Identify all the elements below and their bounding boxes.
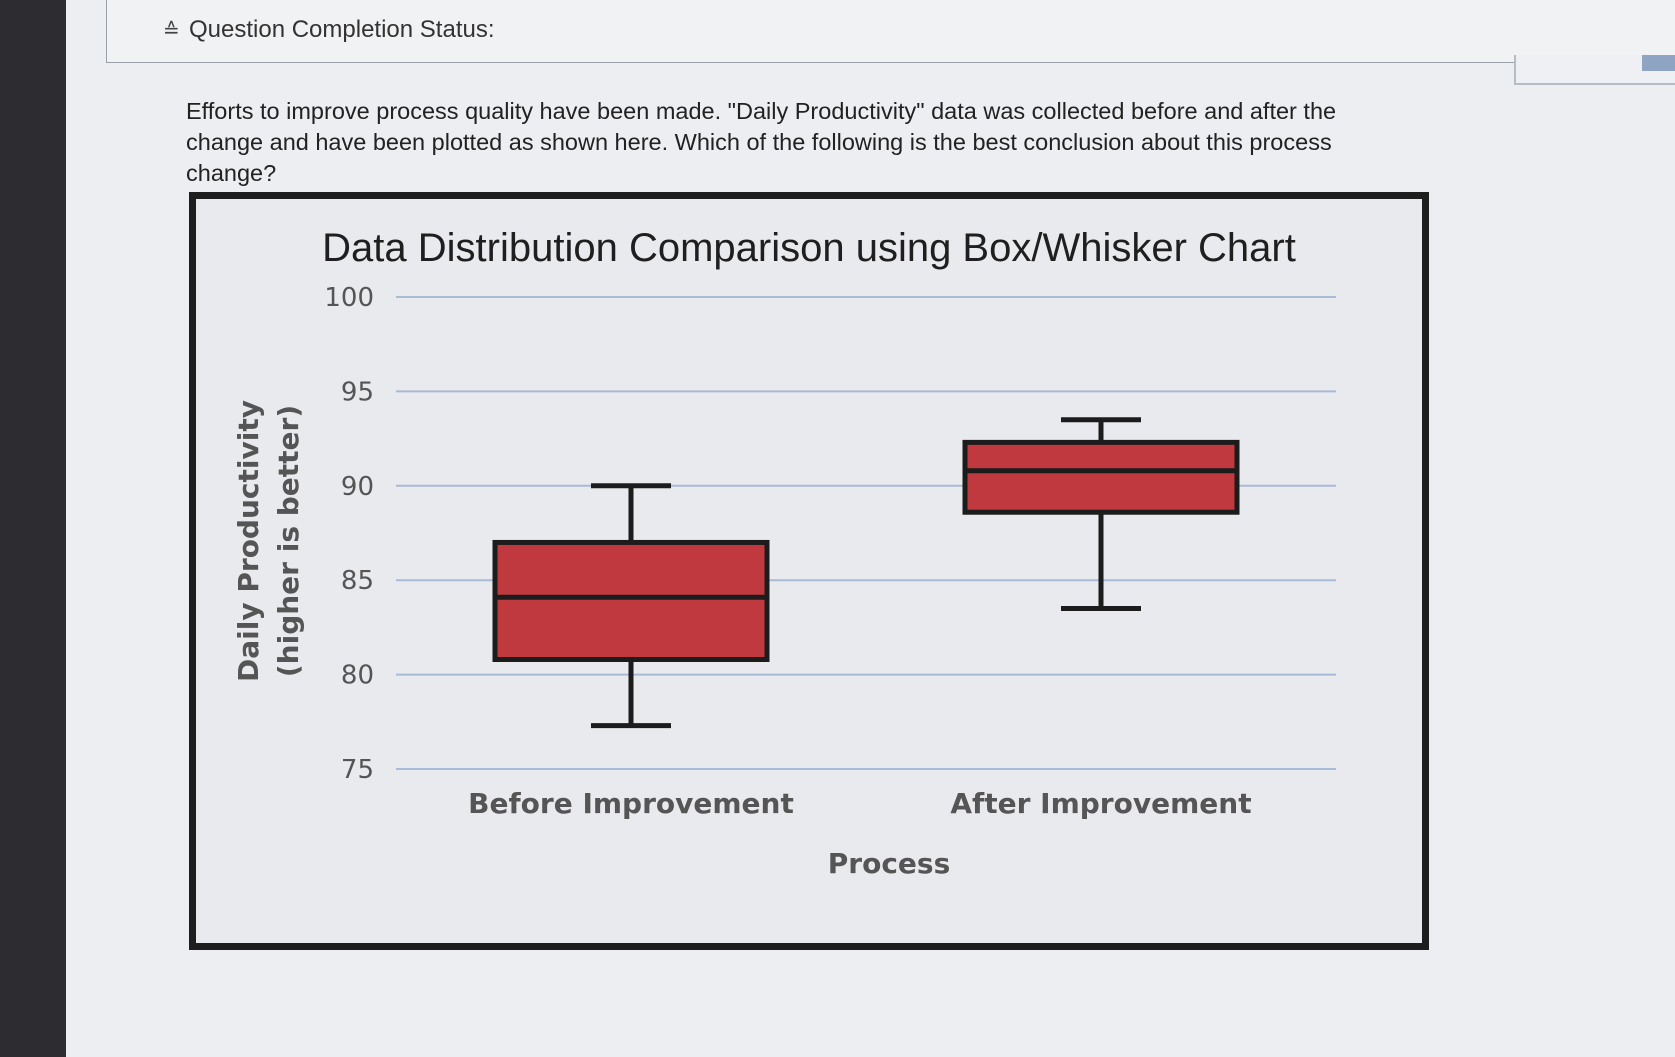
chart-title: Data Distribution Comparison using Box/W… <box>322 226 1296 270</box>
box-1 <box>492 483 770 729</box>
chart-frame: Data Distribution Comparison using Box/W… <box>189 192 1429 950</box>
x-category-label: Before Improvement <box>468 787 794 820</box>
box-iqr <box>962 439 1240 515</box>
y-tick-label: 85 <box>341 566 374 596</box>
y-axis-label-group: Daily Productivity (higher is better) <box>232 400 305 682</box>
y-axis-label: Daily Productivity <box>232 400 265 682</box>
box-whisker-chart: Data Distribution Comparison using Box/W… <box>232 226 1336 880</box>
box-series <box>492 417 1240 729</box>
chevron-down-icon[interactable]: ≙ <box>163 20 180 42</box>
y-tick-label: 75 <box>341 755 374 785</box>
y-tick-label: 90 <box>341 472 374 502</box>
side-accent <box>1642 55 1675 71</box>
question-text: Efforts to improve process quality have … <box>186 98 1337 186</box>
gridlines <box>396 296 1336 770</box>
status-title: Question Completion Status: <box>189 16 495 43</box>
y-tick-label: 95 <box>341 377 374 407</box>
y-tick-label: 100 <box>324 283 374 313</box>
x-axis-categories: Before Improvement After Improvement <box>468 787 1251 820</box>
y-axis-ticks: 100 95 90 85 80 75 <box>324 283 374 785</box>
y-tick-label: 80 <box>341 661 374 691</box>
y-axis-sublabel: (higher is better) <box>272 405 305 677</box>
x-category-label: After Improvement <box>950 787 1251 820</box>
x-axis-label: Process <box>828 847 951 880</box>
question-status-header[interactable]: ≙ Question Completion Status: <box>106 0 1675 63</box>
monitor-bezel <box>0 0 66 1057</box>
box-2 <box>962 417 1240 612</box>
screen: ≙ Question Completion Status: Efforts to… <box>66 0 1675 1057</box>
box-iqr <box>492 539 770 662</box>
